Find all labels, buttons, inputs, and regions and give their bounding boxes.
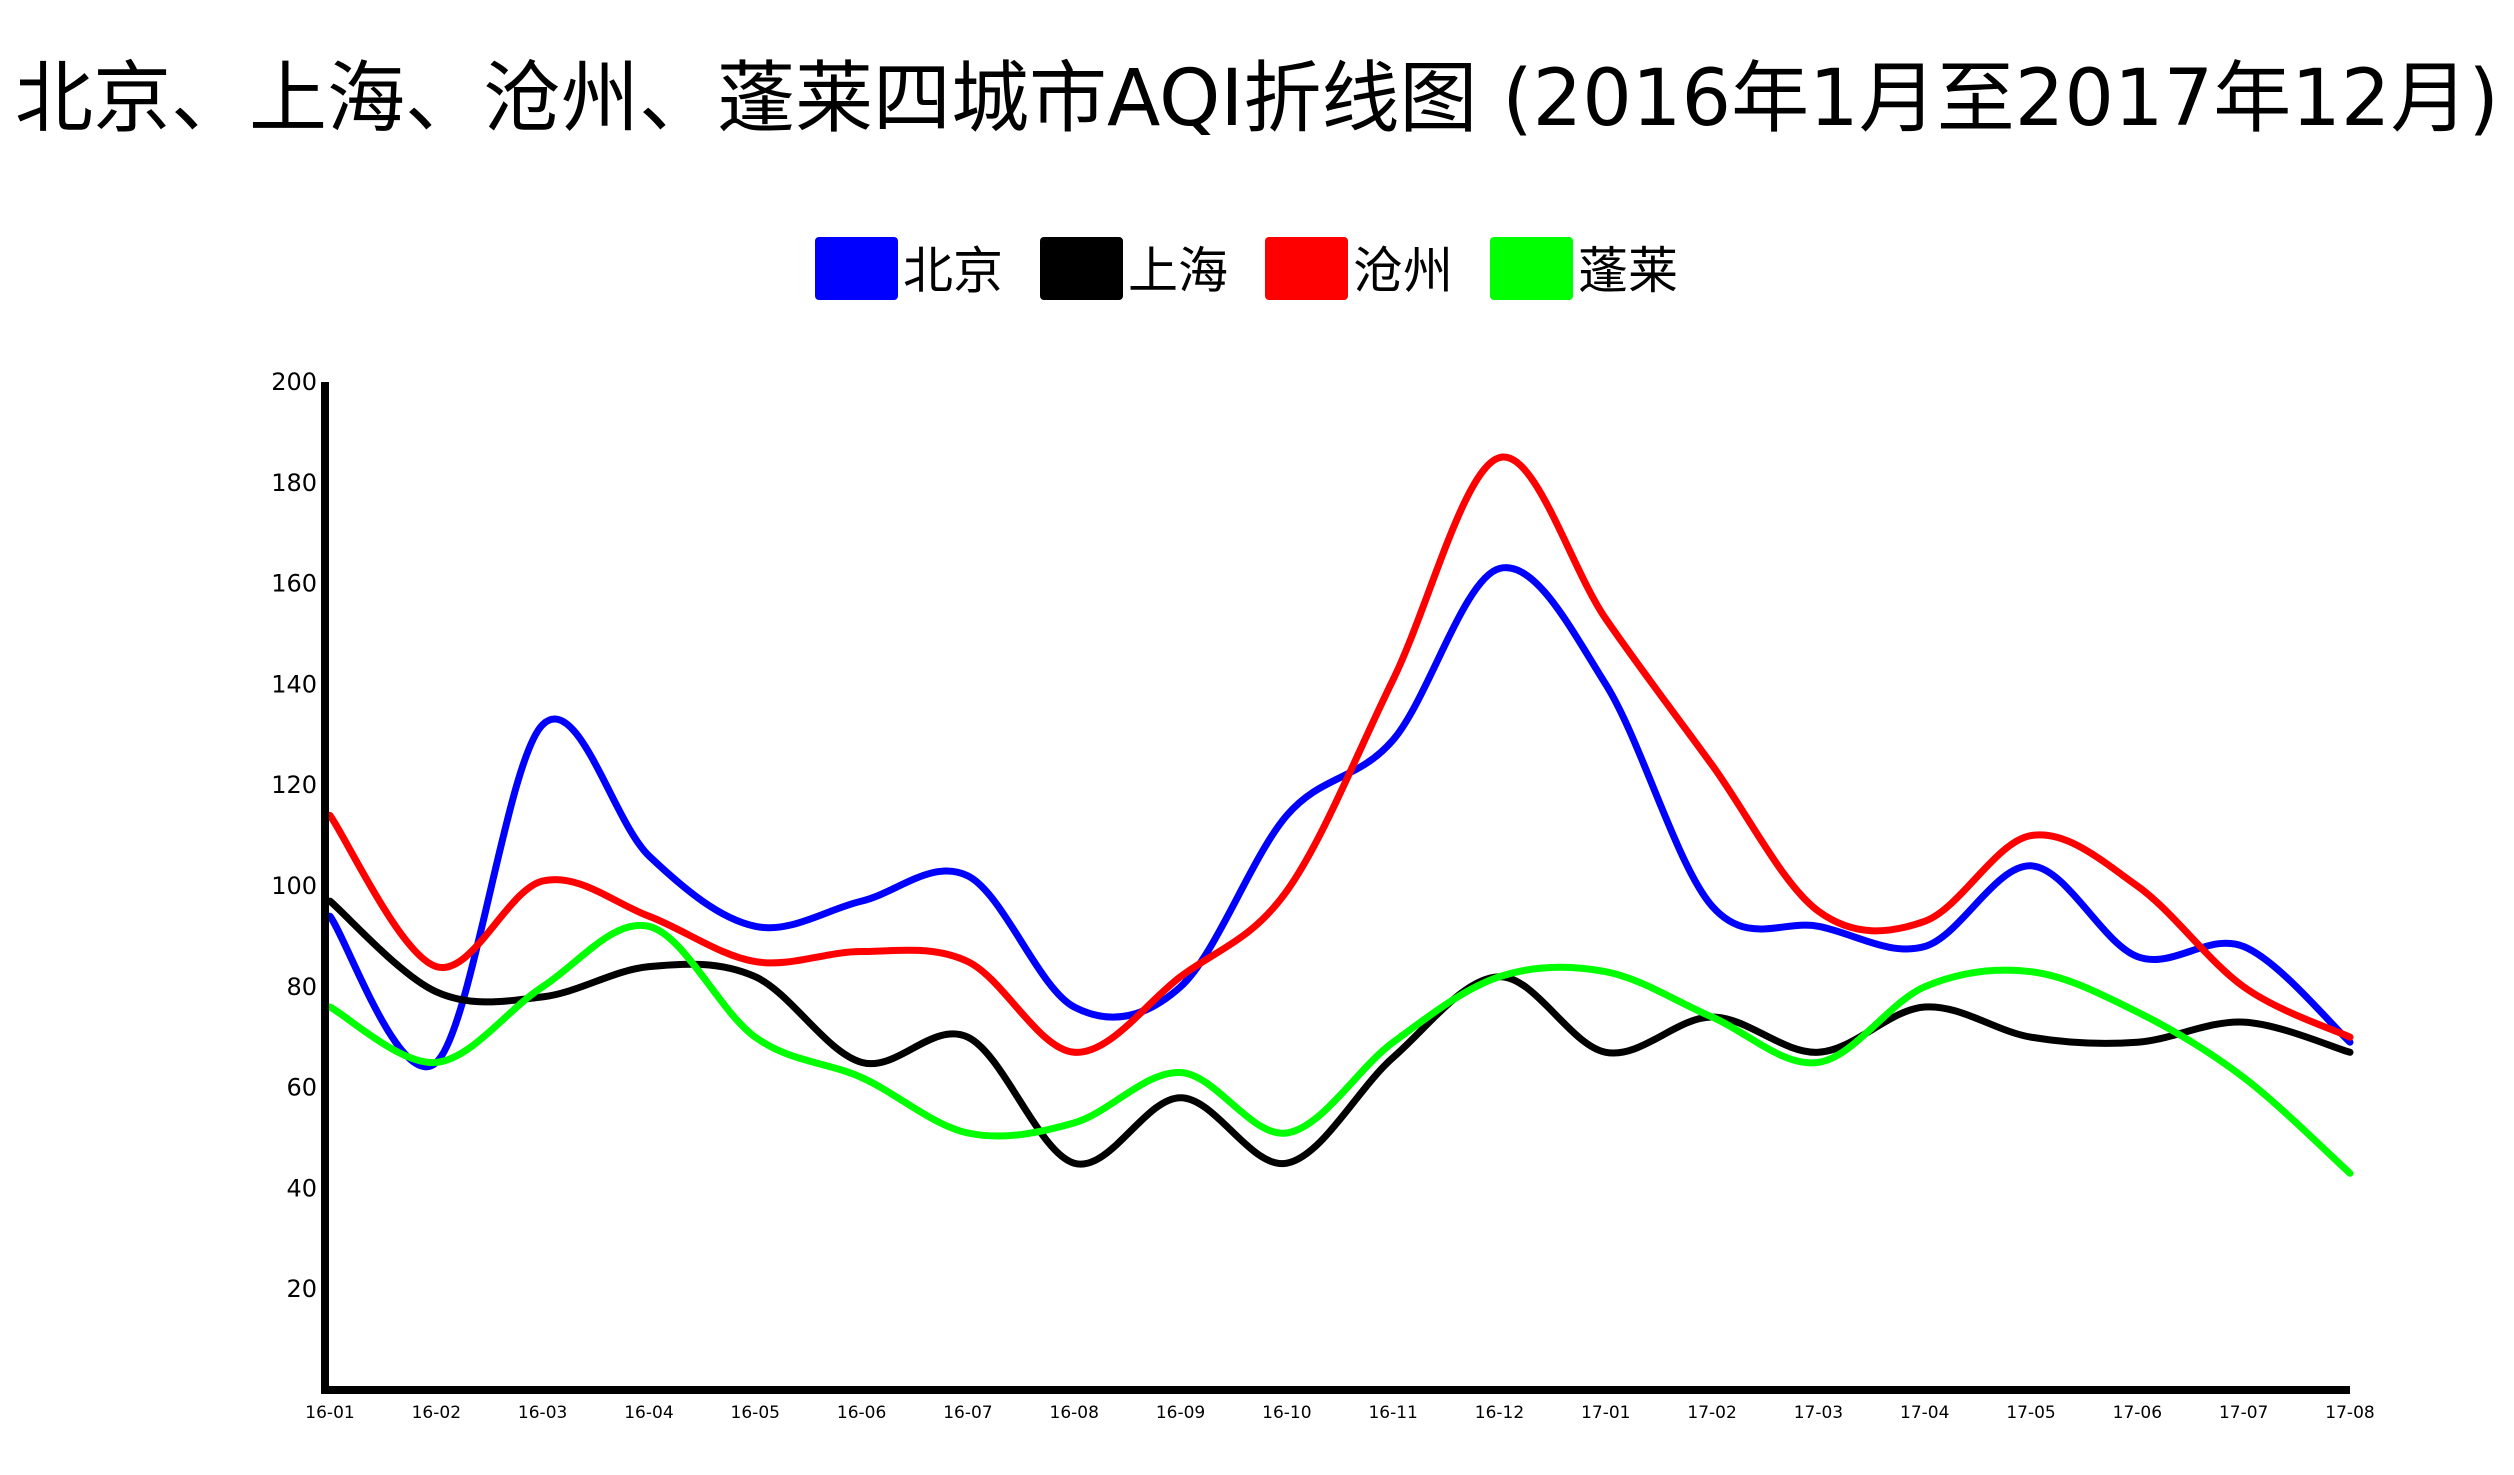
x-tick-label: 17-08 bbox=[2325, 1403, 2374, 1423]
legend-swatch bbox=[815, 237, 898, 300]
x-tick-label: 17-07 bbox=[2219, 1403, 2268, 1423]
series-line-2 bbox=[326, 453, 2354, 1056]
x-tick-label: 16-09 bbox=[1156, 1403, 1205, 1423]
y-tick-label: 100 bbox=[271, 872, 317, 900]
series-line-1 bbox=[326, 897, 2354, 1168]
series-line-3 bbox=[326, 921, 2354, 1177]
y-tick-label: 200 bbox=[271, 368, 317, 396]
y-tick-label: 60 bbox=[286, 1074, 317, 1102]
legend-swatch bbox=[1040, 237, 1123, 300]
x-tick-label: 16-05 bbox=[731, 1403, 780, 1423]
x-axis-ticks: 16-01 16-02 16-03 16-04 16-05 16-06 16-07 16-08… bbox=[305, 1403, 2374, 1423]
y-tick-label: 120 bbox=[271, 771, 317, 799]
y-tick-label: 80 bbox=[286, 973, 317, 1001]
x-tick-label: 16-02 bbox=[412, 1403, 461, 1423]
y-tick-label: 140 bbox=[271, 670, 317, 698]
x-tick-label: 16-10 bbox=[1262, 1403, 1311, 1423]
x-tick-label: 16-06 bbox=[837, 1403, 886, 1423]
legend: 北京 上海 沧州 蓬莱 bbox=[815, 237, 1678, 300]
x-tick-label: 17-06 bbox=[2113, 1403, 2162, 1423]
x-tick-label: 17-05 bbox=[2006, 1403, 2055, 1423]
x-tick-label: 17-04 bbox=[1900, 1403, 1949, 1423]
legend-label: 上海 bbox=[1128, 242, 1228, 300]
x-tick-label: 17-02 bbox=[1687, 1403, 1736, 1423]
y-tick-label: 160 bbox=[271, 570, 317, 598]
series-lines bbox=[326, 453, 2354, 1177]
x-tick-label: 17-01 bbox=[1581, 1403, 1630, 1423]
x-tick-label: 16-04 bbox=[624, 1403, 673, 1423]
legend-label: 蓬莱 bbox=[1578, 242, 1678, 300]
x-tick-label: 16-03 bbox=[518, 1403, 567, 1423]
x-tick-label: 16-07 bbox=[943, 1403, 992, 1423]
x-tick-label: 16-08 bbox=[1050, 1403, 1099, 1423]
x-tick-label: 16-01 bbox=[305, 1403, 354, 1423]
y-tick-label: 40 bbox=[286, 1174, 317, 1202]
x-tick-label: 17-03 bbox=[1794, 1403, 1843, 1423]
legend-label: 北京 bbox=[903, 242, 1003, 300]
chart-title: 北京、上海、沧州、蓬莱四城市AQI折线图 (2016年1月至2017年12月) bbox=[15, 54, 2499, 144]
legend-label: 沧州 bbox=[1353, 242, 1453, 300]
legend-swatch bbox=[1265, 237, 1348, 300]
legend-swatch bbox=[1490, 237, 1573, 300]
x-tick-label: 16-11 bbox=[1368, 1403, 1417, 1423]
y-tick-label: 20 bbox=[286, 1275, 317, 1303]
series-line-0 bbox=[326, 564, 2354, 1070]
y-tick-label: 180 bbox=[271, 469, 317, 497]
x-tick-label: 16-12 bbox=[1475, 1403, 1524, 1423]
y-axis-ticks: 200 180 160 140 120 100 80 60 40 20 bbox=[271, 368, 317, 1303]
